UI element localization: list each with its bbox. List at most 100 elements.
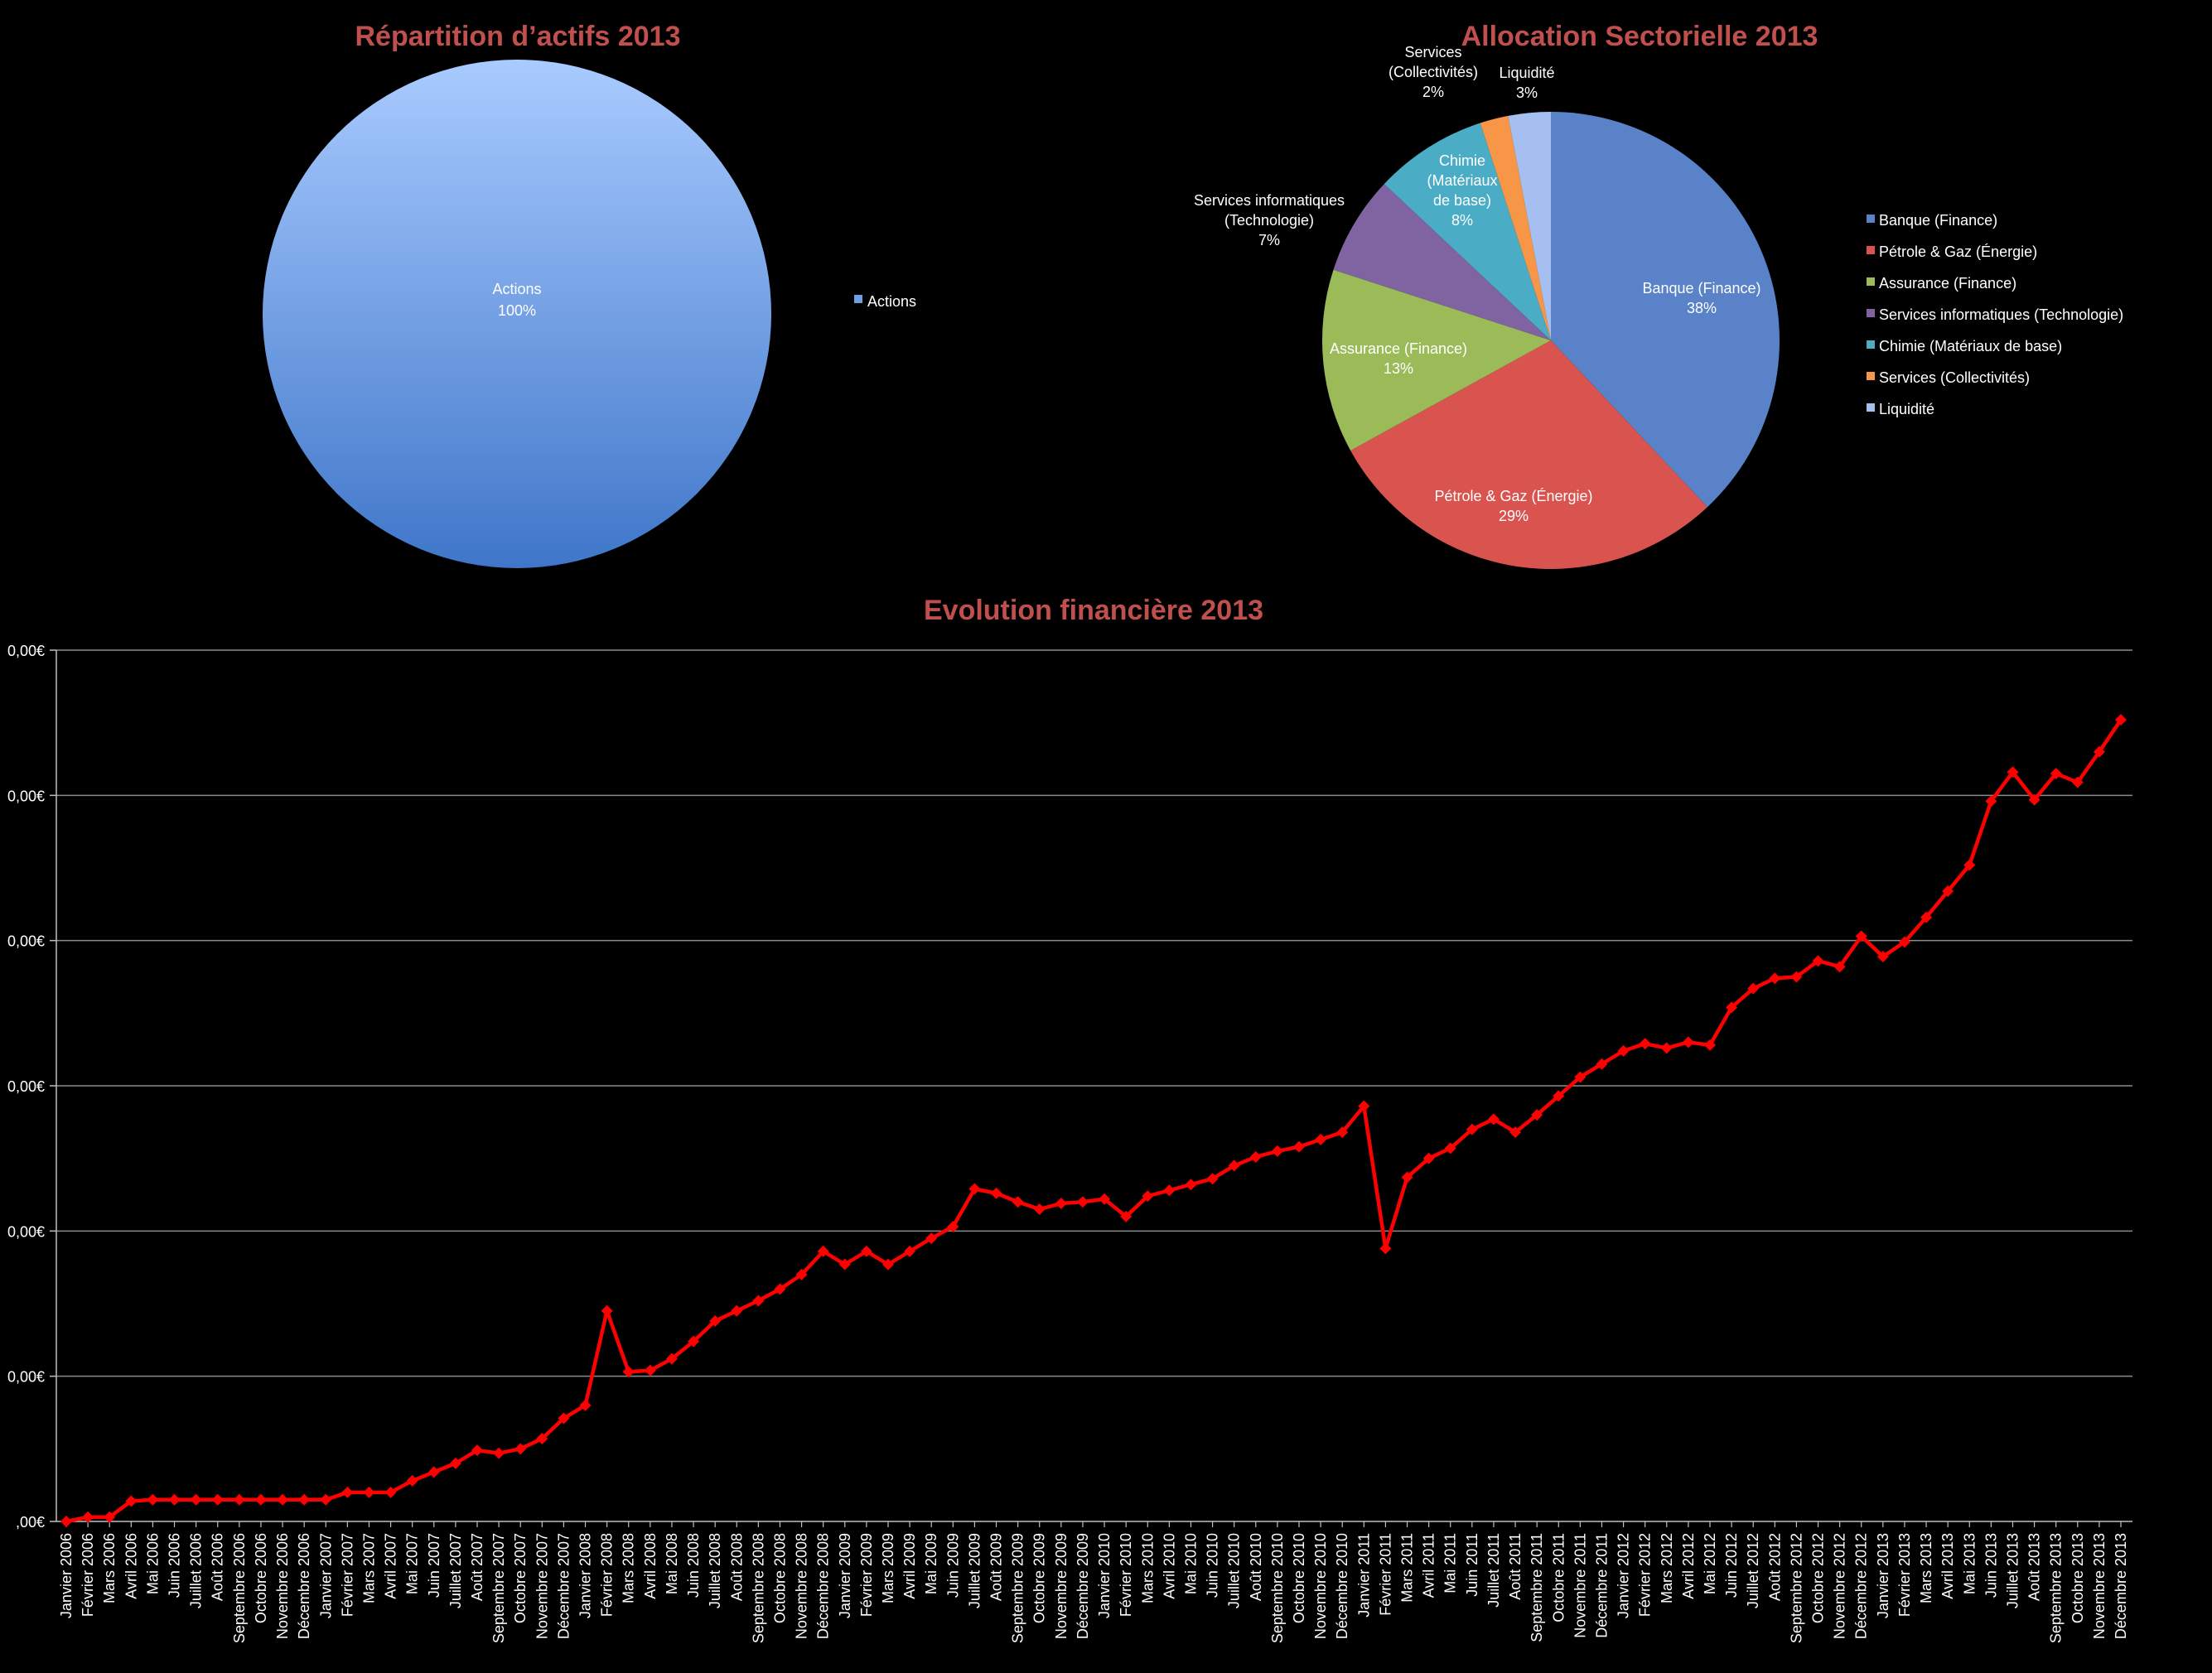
data-point: [2115, 714, 2127, 726]
x-tick-label: Mai 2008: [664, 1533, 680, 1594]
data-point: [622, 1366, 635, 1378]
x-tick-label: Février 2010: [1118, 1533, 1134, 1617]
x-tick-label: Juin 2013: [1983, 1533, 1999, 1598]
pie-label-services-informatiques-technologie-value: 7%: [1258, 232, 1280, 248]
data-point: [558, 1412, 570, 1425]
data-point: [147, 1493, 159, 1506]
data-point: [1293, 1140, 1305, 1153]
data-point: [1855, 930, 1867, 943]
pie-label-services-collectivites-value: 2%: [1422, 84, 1444, 100]
x-tick-label: Octobre 2008: [771, 1533, 788, 1623]
pie-slice-banque-finance: [1551, 112, 1780, 508]
x-tick-label: Avril 2012: [1680, 1533, 1697, 1599]
data-point: [254, 1493, 267, 1506]
legend-swatch-assurance-finance: [1867, 277, 1875, 286]
y-tick-label: ,00€: [16, 1514, 45, 1531]
data-point: [1163, 1184, 1176, 1197]
x-tick-label: Novembre 2009: [1053, 1533, 1070, 1639]
x-tick-label: Décembre 2010: [1334, 1533, 1350, 1639]
pie-label-chimie-materiaux-de-base-name: Chimie: [1439, 152, 1485, 169]
data-point: [1596, 1058, 1608, 1070]
x-tick-label: Août 2010: [1248, 1533, 1264, 1601]
data-point: [1120, 1210, 1133, 1222]
x-tick-label: Août 2007: [469, 1533, 485, 1601]
data-point: [277, 1493, 289, 1506]
x-tick-label: Juillet 2013: [2004, 1533, 2021, 1608]
data-point: [1660, 1042, 1673, 1054]
legend-swatch-services-informatiques-technologie: [1867, 309, 1875, 317]
data-point: [688, 1335, 700, 1348]
data-point: [1769, 972, 1781, 985]
pie-label-services-collectivites-name: (Collectivités): [1389, 64, 1478, 80]
data-point: [947, 1221, 959, 1233]
x-tick-label: Mai 2010: [1182, 1533, 1199, 1594]
data-point: [990, 1187, 1002, 1199]
x-tick-label: Mars 2009: [880, 1533, 896, 1603]
data-point: [427, 1466, 440, 1478]
x-tick-label: Janvier 2007: [317, 1533, 334, 1618]
data-point: [384, 1486, 397, 1498]
data-point: [1833, 961, 1846, 973]
x-tick-label: Décembre 2012: [1853, 1533, 1870, 1639]
x-tick-label: Octobre 2006: [253, 1533, 269, 1623]
data-point: [1812, 955, 1824, 967]
x-tick-label: Mai 2009: [923, 1533, 939, 1594]
x-tick-label: Décembre 2009: [1075, 1533, 1091, 1639]
data-point: [817, 1245, 829, 1257]
x-tick-label: Janvier 2011: [1355, 1533, 1372, 1618]
pie-label-liquidite-name: Liquidité: [1499, 65, 1554, 81]
data-point: [1206, 1173, 1219, 1185]
x-tick-label: Septembre 2007: [490, 1533, 507, 1643]
pie-label-services-collectivites-name: Services: [1404, 44, 1461, 60]
x-tick-label: Janvier 2010: [1096, 1533, 1113, 1618]
pie-label-chimie-materiaux-de-base-name: (Matériaux: [1427, 172, 1497, 189]
x-tick-label: Juillet 2011: [1485, 1533, 1502, 1608]
x-tick-label: Juillet 2010: [1226, 1533, 1243, 1608]
data-point: [1422, 1152, 1435, 1164]
x-tick-label: Janvier 2009: [837, 1533, 853, 1618]
x-tick-label: Février 2007: [339, 1533, 355, 1617]
series-line: [65, 718, 2123, 1524]
x-tick-label: Décembre 2007: [555, 1533, 572, 1639]
data-point: [1639, 1038, 1651, 1050]
data-point: [341, 1486, 354, 1498]
x-tick-label: Mai 2007: [404, 1533, 421, 1594]
data-point: [774, 1283, 786, 1295]
x-tick-label: Septembre 2009: [1010, 1533, 1026, 1643]
pie-label-liquidite-value: 3%: [1516, 84, 1538, 101]
data-point: [1942, 885, 1954, 898]
data-point: [1617, 1044, 1630, 1057]
line-chart-title: Evolution financière 2013: [924, 595, 1263, 626]
x-tick-label: Février 2011: [1377, 1533, 1393, 1616]
data-point: [211, 1493, 224, 1506]
x-tick-label: Octobre 2012: [1810, 1533, 1827, 1623]
pie-label-chimie-materiaux-de-base-value: 8%: [1451, 212, 1473, 229]
line-chart-series: [60, 714, 2127, 1527]
data-point: [1185, 1179, 1197, 1191]
data-point: [298, 1493, 311, 1506]
x-tick-label: Septembre 2011: [1529, 1533, 1545, 1642]
pie-label-petrole-gaz-energie-value: 29%: [1499, 508, 1529, 524]
data-point: [1509, 1126, 1522, 1139]
x-tick-label: Janvier 2008: [577, 1533, 594, 1618]
pie-label-services-informatiques-technologie-name: (Technologie): [1224, 212, 1314, 229]
x-tick-label: Juin 2009: [944, 1533, 961, 1598]
data-point: [1444, 1142, 1456, 1155]
x-tick-label: Juin 2007: [426, 1533, 442, 1598]
x-tick-label: Juillet 2006: [188, 1533, 205, 1608]
data-point: [968, 1183, 981, 1195]
legend-swatch-petrole-gaz-energie: [1867, 246, 1875, 254]
pie-slice-liquidite: [1508, 112, 1551, 340]
x-tick-label: Décembre 2011: [1593, 1533, 1610, 1638]
data-point: [104, 1511, 116, 1523]
x-tick-label: Août 2012: [1766, 1533, 1783, 1601]
legend-swatch-actions: [854, 295, 862, 303]
data-point: [2071, 776, 2084, 788]
data-point: [601, 1304, 613, 1317]
legend-label-liquidite: Liquidité: [1879, 401, 1934, 417]
data-point: [363, 1486, 375, 1498]
x-tick-label: Août 2013: [2026, 1533, 2043, 1601]
x-tick-label: Août 2011: [1507, 1533, 1524, 1600]
sector-pie-title: Allocation Sectorielle 2013: [1461, 21, 1818, 52]
legend-label-assurance-finance: Assurance (Finance): [1879, 275, 2016, 292]
